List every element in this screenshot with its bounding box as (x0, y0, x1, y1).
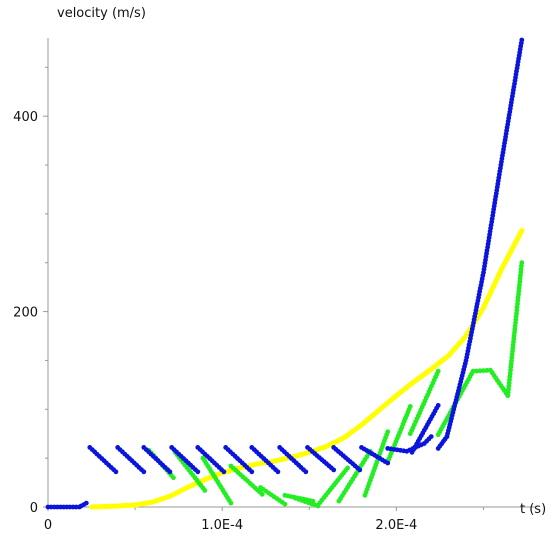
y-axis-label: velocity (m/s) (57, 6, 146, 21)
data-point (202, 488, 208, 493)
data-point (484, 368, 490, 373)
data-point (519, 37, 525, 43)
data-point (428, 434, 434, 439)
data-point (195, 469, 201, 475)
x-tick-label: 2.0E-4 (375, 518, 417, 533)
data-point (259, 491, 265, 497)
data-point (357, 467, 363, 473)
data-point (345, 465, 350, 471)
axis-ticks: 0 1.0E-4 2.0E-4 0 200 400 (13, 66, 484, 533)
data-point (331, 467, 337, 473)
data-point (385, 429, 391, 435)
data-point (481, 368, 486, 373)
data-point (249, 469, 255, 475)
data-point (385, 460, 391, 466)
series-2 (45, 37, 525, 510)
series-0 (89, 228, 525, 510)
data-point (113, 469, 119, 475)
data-point (167, 469, 173, 475)
y-tick-label: 200 (13, 306, 38, 321)
x-tick-label: 0 (44, 518, 52, 533)
data-point (407, 404, 413, 409)
data-point (83, 500, 89, 506)
axes (47, 38, 535, 508)
x-axis-label: t (s) (520, 502, 546, 517)
y-tick-label: 400 (13, 110, 38, 125)
data-point (519, 260, 525, 266)
data-point (282, 501, 288, 507)
data-point (171, 475, 176, 481)
data-point (221, 469, 227, 475)
series-line (89, 228, 525, 510)
x-tick-label: 1.0E-4 (201, 518, 243, 533)
data-point (141, 469, 147, 475)
data-point (477, 368, 483, 374)
series-layer (45, 37, 525, 510)
data-point (275, 469, 281, 475)
y-tick-label: 0 (30, 501, 38, 516)
data-point (435, 368, 441, 374)
data-point (303, 469, 309, 475)
data-point (474, 368, 479, 374)
data-point (470, 368, 476, 374)
data-point (435, 403, 441, 408)
data-point (228, 500, 234, 506)
